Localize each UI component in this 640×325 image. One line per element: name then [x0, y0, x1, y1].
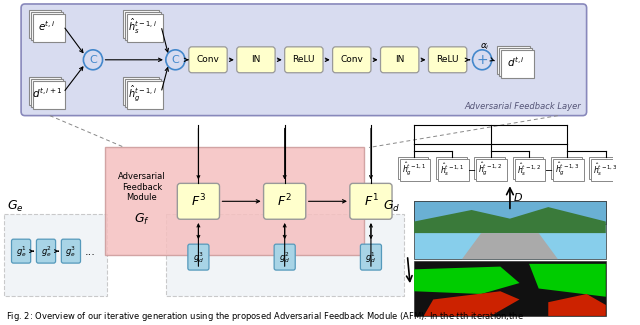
Text: $\hat{h}^{t-1,2}_s$: $\hat{h}^{t-1,2}_s$ [517, 161, 541, 178]
Text: $\hat{h}^{t-1,1}_s$: $\hat{h}^{t-1,1}_s$ [440, 161, 465, 178]
Text: $g_d^3$: $g_d^3$ [193, 250, 204, 265]
FancyBboxPatch shape [350, 183, 392, 219]
Text: Fig. 2: Overview of our iterative generation using the proposed Adversarial Feed: Fig. 2: Overview of our iterative genera… [6, 310, 524, 323]
FancyBboxPatch shape [414, 261, 606, 316]
Text: $G_f$: $G_f$ [134, 212, 150, 227]
FancyBboxPatch shape [123, 10, 159, 38]
FancyBboxPatch shape [125, 12, 161, 40]
Text: ...: ... [84, 247, 95, 257]
Text: ReLU: ReLU [436, 55, 459, 64]
Text: $g_d^1$: $g_d^1$ [365, 250, 376, 265]
FancyBboxPatch shape [264, 183, 306, 219]
FancyBboxPatch shape [591, 160, 622, 181]
Text: $e^{t,i}$: $e^{t,i}$ [38, 19, 56, 33]
Text: $\alpha_i$: $\alpha_i$ [480, 42, 490, 52]
FancyBboxPatch shape [499, 48, 532, 76]
Polygon shape [462, 233, 558, 259]
FancyBboxPatch shape [476, 160, 507, 181]
Text: $g_e^2$: $g_e^2$ [40, 244, 51, 259]
Text: $\hat{h}^{t-1,3}_g$: $\hat{h}^{t-1,3}_g$ [555, 161, 580, 178]
FancyBboxPatch shape [12, 239, 31, 263]
Text: Conv: Conv [340, 55, 364, 64]
FancyBboxPatch shape [333, 47, 371, 73]
FancyBboxPatch shape [360, 244, 381, 270]
Text: $\hat{h}^{t-1,i}_{g}$: $\hat{h}^{t-1,i}_{g}$ [128, 83, 157, 103]
FancyBboxPatch shape [106, 148, 364, 255]
FancyBboxPatch shape [436, 157, 467, 179]
FancyBboxPatch shape [513, 157, 543, 179]
Circle shape [472, 50, 492, 70]
FancyBboxPatch shape [21, 4, 587, 116]
Text: Adversarial Feedback Layer: Adversarial Feedback Layer [464, 102, 581, 110]
FancyBboxPatch shape [4, 214, 108, 296]
FancyBboxPatch shape [515, 160, 545, 181]
Text: $G_e$: $G_e$ [6, 199, 24, 214]
Text: $d^{t,i}$: $d^{t,i}$ [507, 55, 525, 69]
Circle shape [166, 50, 185, 70]
FancyBboxPatch shape [127, 14, 163, 42]
Text: $g_e^1$: $g_e^1$ [15, 244, 26, 259]
Text: $d^{t,i+1}$: $d^{t,i+1}$ [31, 86, 62, 99]
FancyBboxPatch shape [31, 79, 63, 107]
FancyBboxPatch shape [189, 47, 227, 73]
Text: $G_d$: $G_d$ [383, 199, 401, 214]
Text: $\hat{h}^{t-1,i}_{s}$: $\hat{h}^{t-1,i}_{s}$ [128, 16, 157, 35]
FancyBboxPatch shape [400, 160, 430, 181]
Text: IN: IN [395, 55, 404, 64]
FancyBboxPatch shape [29, 10, 61, 38]
FancyBboxPatch shape [29, 77, 61, 105]
Text: $g_d^2$: $g_d^2$ [279, 250, 290, 265]
FancyBboxPatch shape [123, 77, 159, 105]
Text: Conv: Conv [196, 55, 220, 64]
FancyBboxPatch shape [414, 201, 606, 259]
Text: $F^3$: $F^3$ [191, 193, 206, 210]
FancyBboxPatch shape [31, 12, 63, 40]
Polygon shape [529, 264, 606, 297]
Text: $F^1$: $F^1$ [364, 193, 378, 210]
FancyBboxPatch shape [61, 239, 81, 263]
FancyBboxPatch shape [33, 81, 65, 109]
FancyBboxPatch shape [438, 160, 468, 181]
Text: +: + [476, 53, 488, 67]
Text: $\hat{h}^{t-1,3}_s$: $\hat{h}^{t-1,3}_s$ [593, 161, 618, 178]
FancyBboxPatch shape [237, 47, 275, 73]
FancyBboxPatch shape [127, 81, 163, 109]
FancyBboxPatch shape [553, 160, 584, 181]
FancyBboxPatch shape [381, 47, 419, 73]
FancyBboxPatch shape [474, 157, 505, 179]
Text: Adversarial
Feedback
Module: Adversarial Feedback Module [118, 173, 166, 202]
Text: $g_e^3$: $g_e^3$ [65, 244, 76, 259]
FancyBboxPatch shape [501, 50, 534, 78]
Circle shape [83, 50, 102, 70]
Polygon shape [424, 291, 520, 316]
FancyBboxPatch shape [125, 79, 161, 107]
FancyBboxPatch shape [166, 214, 404, 296]
Text: $-$: $-$ [467, 164, 476, 175]
FancyBboxPatch shape [33, 14, 65, 42]
Text: $\hat{h}^{t-1,1}_g$: $\hat{h}^{t-1,1}_g$ [402, 161, 426, 178]
FancyBboxPatch shape [428, 47, 467, 73]
Polygon shape [548, 294, 606, 316]
Polygon shape [414, 207, 606, 233]
FancyBboxPatch shape [497, 46, 530, 74]
FancyBboxPatch shape [285, 47, 323, 73]
FancyBboxPatch shape [274, 244, 295, 270]
Text: C: C [172, 55, 179, 65]
FancyBboxPatch shape [589, 157, 620, 179]
FancyBboxPatch shape [188, 244, 209, 270]
FancyBboxPatch shape [177, 183, 220, 219]
FancyBboxPatch shape [551, 157, 582, 179]
Polygon shape [414, 266, 520, 294]
Text: IN: IN [252, 55, 260, 64]
Text: $D$: $D$ [513, 191, 523, 203]
Text: C: C [89, 55, 97, 65]
FancyBboxPatch shape [414, 201, 606, 225]
FancyBboxPatch shape [398, 157, 428, 179]
Text: ReLU: ReLU [292, 55, 315, 64]
Text: $F^2$: $F^2$ [277, 193, 292, 210]
FancyBboxPatch shape [36, 239, 56, 263]
Text: $\hat{h}^{t-1,2}_g$: $\hat{h}^{t-1,2}_g$ [479, 161, 503, 178]
Text: $-$: $-$ [544, 164, 553, 175]
